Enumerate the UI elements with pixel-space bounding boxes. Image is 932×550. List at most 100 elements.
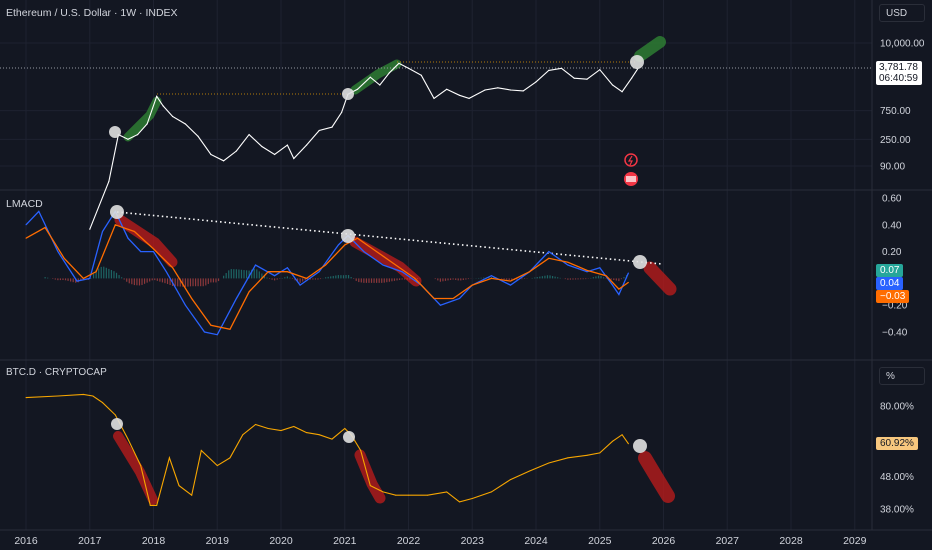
eth-price-point <box>146 123 148 125</box>
eth-price-point <box>210 153 212 156</box>
btc-dominance-line[interactable] <box>25 393 629 506</box>
marker-circle <box>341 229 355 243</box>
macd-point <box>165 271 167 273</box>
macd-point <box>299 284 301 286</box>
macd-point <box>210 324 212 326</box>
eth-price-point <box>341 111 343 113</box>
time-axis-label: 2018 <box>142 535 166 547</box>
eth-price-point <box>137 134 139 136</box>
macd-point <box>605 275 607 277</box>
eth-price-point <box>433 97 435 99</box>
currency-button[interactable]: USD <box>879 4 925 22</box>
eth-price-point <box>197 135 199 137</box>
red-highlight <box>114 214 178 268</box>
macd-point <box>153 248 154 250</box>
countdown-timer: 06:40:59 <box>879 73 918 84</box>
eth-price-point <box>420 74 422 76</box>
price-axis-labels[interactable]: 10,000.00 750.00 250.00 90.00 <box>880 39 925 173</box>
btcd-axis-label: 38.00% <box>880 505 914 516</box>
macd-point <box>382 264 384 266</box>
macd-point <box>567 264 569 266</box>
signal-line-tag: −0.03 <box>876 290 910 303</box>
symbol-title: Ethereum / U.S. Dollar · 1W · INDEX <box>6 7 178 19</box>
time-axis-label: 2021 <box>333 535 357 547</box>
btc-dominance-point <box>627 443 629 445</box>
macd-title: LMACD <box>6 198 43 210</box>
eth-price-point <box>621 91 623 93</box>
markers[interactable] <box>109 55 647 453</box>
macd-point <box>529 271 531 273</box>
btcd-axis-label: 80.00% <box>880 402 914 413</box>
macd-axis-label: −0.20 <box>882 301 908 312</box>
btc-dominance-point <box>567 457 569 459</box>
btc-dominance-point <box>612 440 613 442</box>
macd-point <box>38 210 40 212</box>
eth-price-point <box>274 153 276 156</box>
macd-point <box>599 267 601 269</box>
btcd-title: BTC.D · CRYPTOCAP <box>6 367 107 378</box>
macd-point <box>140 251 142 253</box>
unit-button[interactable]: % <box>879 367 925 385</box>
eth-price-point <box>223 160 225 162</box>
grid-lines <box>0 0 872 530</box>
time-axis-label: 2023 <box>461 535 485 547</box>
macd-point <box>618 288 620 290</box>
macd-point <box>114 224 116 226</box>
macd-point <box>337 244 339 246</box>
marker-circle <box>342 88 354 100</box>
macd-point <box>510 280 511 282</box>
macd-histogram-tag: 0.07 <box>876 264 904 277</box>
current-price-value: 3,781.78 <box>879 62 918 73</box>
time-axis-label: 2026 <box>652 535 676 547</box>
btc-dominance-point <box>548 462 550 464</box>
macd-point <box>255 264 256 266</box>
eth-price-point <box>535 81 537 83</box>
macd-point <box>191 298 193 299</box>
btc-dominance-series[interactable] <box>25 393 629 506</box>
time-axis-label: 2025 <box>588 535 612 547</box>
red-highlight <box>643 261 677 296</box>
macd-trendline[interactable] <box>116 211 663 265</box>
macd-point <box>267 271 269 273</box>
flag-stripes-icon <box>626 176 636 182</box>
macd-point <box>95 271 97 273</box>
macd-axis-labels[interactable]: 0.60 0.40 0.20 −0.20 −0.40 <box>882 194 908 339</box>
macd-axis-label: 0.40 <box>882 220 902 231</box>
btc-dominance-point <box>306 432 307 434</box>
event-icons[interactable] <box>624 153 638 186</box>
eth-price-point <box>599 69 601 71</box>
macd-point <box>344 244 346 246</box>
time-axis-label: 2029 <box>843 535 867 547</box>
signal-line[interactable] <box>25 223 629 331</box>
macd-series[interactable] <box>25 210 629 336</box>
eth-price-point <box>286 144 288 146</box>
eth-price-point <box>261 145 263 148</box>
btcd-axis-labels[interactable]: 80.00% 48.00% 38.00% <box>880 402 914 516</box>
macd-point <box>567 261 569 263</box>
eth-price-point <box>548 69 550 71</box>
eth-price-point <box>184 123 186 125</box>
unit-label: % <box>886 371 895 382</box>
btc-dominance-point <box>586 454 588 456</box>
eth-price-point <box>398 62 400 64</box>
eth-price-point <box>369 76 371 78</box>
eth-price-point <box>586 78 588 80</box>
btc-dominance-point <box>599 452 601 454</box>
eth-price-point <box>611 84 614 86</box>
macd-point <box>44 227 46 228</box>
btc-dominance-point <box>57 395 59 397</box>
macd-point <box>184 304 186 306</box>
macd-point <box>82 277 84 279</box>
eth-price-point <box>172 115 174 118</box>
macd-point <box>459 298 460 299</box>
eth-price-point <box>522 90 524 92</box>
price-axis-label: 750.00 <box>880 106 911 117</box>
btc-dominance-point <box>255 424 256 425</box>
macd-point <box>357 237 358 239</box>
macd-point <box>490 275 492 277</box>
marker-circle <box>633 255 647 269</box>
eth-price-point <box>631 77 633 79</box>
time-axis-labels[interactable]: 2016 2017 2018 2019 2020 2021 2022 2023 2024 2025… <box>14 535 866 547</box>
btc-dominance-point <box>369 485 371 487</box>
